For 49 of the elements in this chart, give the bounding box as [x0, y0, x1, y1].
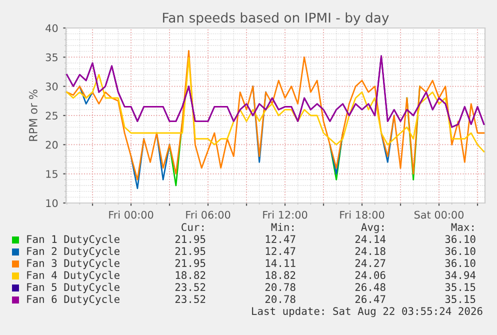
text: 23.52: [175, 283, 206, 292]
y-tick-label: 10: [46, 199, 58, 208]
x-tick-label: Fri 00:00: [109, 210, 154, 219]
legend-label: Fan 2 DutyCycle: [27, 246, 120, 258]
x-tick-label: Fri 12:00: [263, 210, 308, 219]
text: 26.47: [355, 295, 386, 304]
text: 18.82: [176, 271, 206, 280]
text: 35.15: [445, 295, 476, 304]
text: 20.78: [265, 295, 296, 304]
text: 36.10: [445, 235, 476, 244]
y-tick-label: 30: [46, 82, 58, 90]
text: 23.52: [175, 295, 206, 304]
legend-label: Fan 1 DutyCycle: [27, 234, 120, 246]
text: 36.10: [445, 259, 476, 268]
x-tick-label: Fri 06:00: [186, 210, 230, 219]
y-tick-label: 35: [46, 53, 58, 62]
text: 20.78: [265, 283, 296, 292]
text: 24.27: [355, 259, 386, 267]
legend-label: Fan 5 DutyCycle: [27, 282, 120, 294]
text: 21.95: [175, 259, 206, 268]
text: Max:: [451, 223, 474, 232]
y-tick-label: 40: [46, 24, 58, 32]
text: 12.47: [266, 235, 296, 243]
text: 18.82: [266, 271, 296, 280]
text: 26.48: [355, 283, 386, 292]
text: 24.18: [355, 247, 386, 256]
x-tick-label: Fri 18:00: [340, 210, 384, 219]
text: 35.15: [445, 283, 476, 292]
text: 21.95: [175, 247, 206, 256]
legend-label: Fan 6 DutyCycle: [27, 294, 120, 306]
legend-label: Fan 4 DutyCycle: [27, 270, 120, 282]
text: 12.47: [266, 247, 296, 255]
text: 36.10: [445, 247, 476, 256]
y-axis-title: RPM or %: [28, 90, 38, 141]
text: 34.94: [445, 271, 476, 280]
text: Last update: Sat Aug 22 03:55:24 2026: [252, 306, 482, 318]
y-tick-label: 15: [46, 170, 58, 178]
chart-title: Fan speeds based on IPMI - by day: [163, 12, 389, 26]
text: Cur:: [182, 223, 204, 232]
legend-label: Fan 3 DutyCycle: [27, 258, 120, 270]
text: 24.06: [355, 271, 386, 280]
text: 21.95: [175, 235, 206, 244]
y-tick-label: 20: [46, 140, 58, 149]
x-tick-label: Sat 00:00: [414, 210, 464, 219]
text: 24.14: [355, 235, 386, 243]
text: Min:: [271, 222, 294, 231]
text: Avg:: [361, 223, 384, 234]
y-tick-label: 25: [46, 112, 58, 120]
text: 14.11: [266, 259, 296, 267]
